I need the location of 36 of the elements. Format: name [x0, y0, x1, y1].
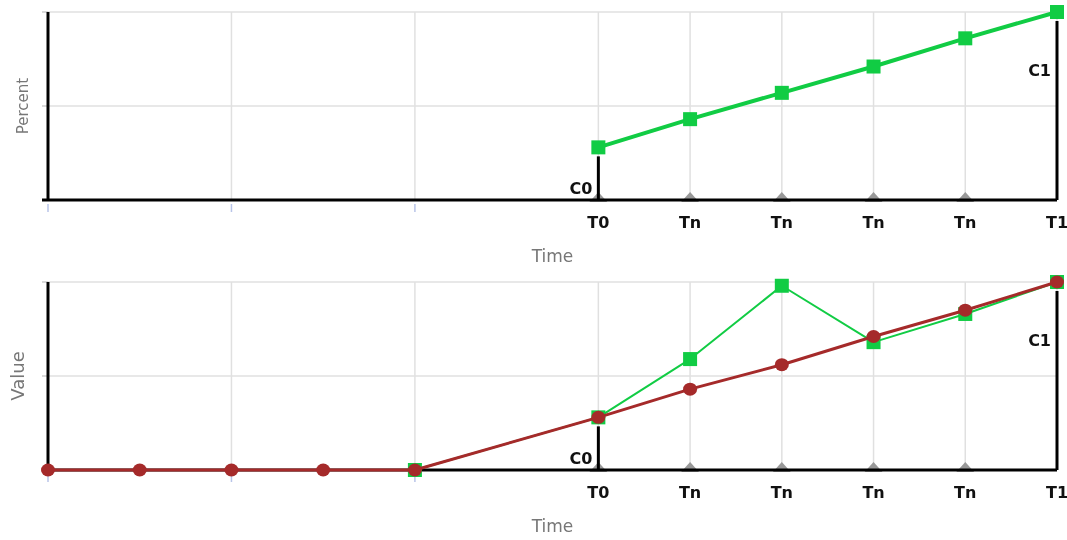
point: [41, 463, 55, 477]
point: [683, 112, 698, 127]
point: [316, 463, 331, 477]
x-axis-title: Time: [530, 516, 574, 536]
x-tick-label: T0: [587, 483, 610, 502]
point: [774, 358, 789, 372]
x-tick-label: Tn: [770, 213, 793, 232]
x-axis-title: Time: [530, 246, 574, 266]
x-tick-label: T1: [1045, 483, 1067, 502]
y-axis-title: Percent: [14, 77, 32, 135]
x-tick-label: T0: [587, 213, 610, 232]
point: [1050, 5, 1064, 19]
point: [866, 330, 881, 344]
annotation: C0: [569, 179, 593, 198]
point: [224, 463, 239, 477]
point: [774, 85, 789, 100]
x-tick-label: Tn: [678, 213, 702, 232]
annotation: C1: [1028, 61, 1051, 81]
point: [866, 59, 881, 74]
point: [774, 278, 789, 293]
annotation: C0: [569, 449, 593, 468]
point: [683, 352, 698, 367]
x-tick-label: Tn: [862, 483, 885, 502]
x-tick-label: Tn: [678, 483, 702, 502]
point: [958, 303, 973, 317]
annotation: C1: [1028, 331, 1051, 351]
x-tick-label: Tn: [954, 483, 977, 502]
point: [591, 140, 606, 155]
x-tick-label: Tn: [862, 213, 885, 232]
point: [683, 382, 698, 396]
point: [132, 463, 147, 477]
x-tick-label: T1: [1045, 213, 1067, 232]
x-tick-label: Tn: [770, 483, 793, 502]
y-axis-title: Value: [7, 351, 28, 401]
point: [958, 31, 973, 46]
x-tick-label: Tn: [954, 213, 977, 232]
